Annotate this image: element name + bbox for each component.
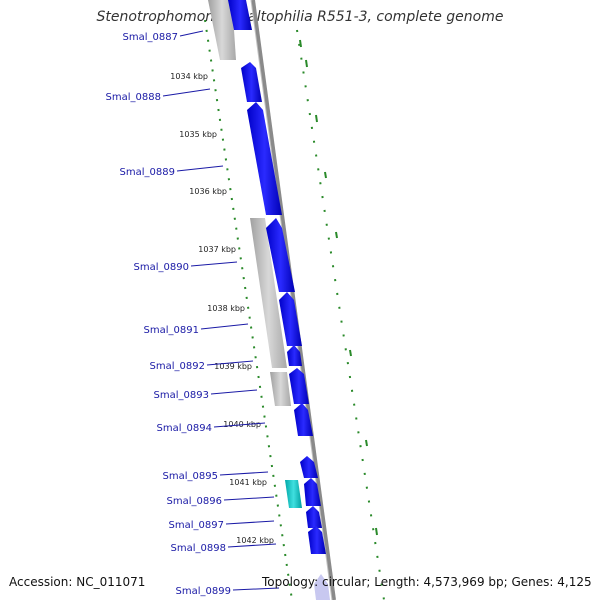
tick-label: 1034 kbp bbox=[170, 72, 208, 81]
gene-leader-line bbox=[179, 30, 204, 37]
topology-text: Topology: circular; Length: 4,573,969 bp… bbox=[262, 575, 592, 589]
gene-leader-line bbox=[223, 496, 275, 501]
gene-leader-line bbox=[213, 422, 266, 428]
gene-leader-line bbox=[225, 520, 275, 525]
tick-label: 1036 kbp bbox=[189, 187, 227, 196]
tick-label: 1039 kbp bbox=[214, 362, 252, 371]
gene-leader-line bbox=[200, 323, 249, 330]
gene-leader-line bbox=[162, 88, 211, 97]
tick-label: 1038 kbp bbox=[207, 304, 245, 313]
tick-label: 1037 kbp bbox=[198, 245, 236, 254]
gene-leader-line bbox=[210, 389, 258, 395]
gene-label[interactable]: Smal_0898 bbox=[171, 543, 226, 554]
gene-label[interactable]: Smal_0890 bbox=[134, 262, 189, 273]
map-title: Stenotrophomonas maltophilia R551-3, com… bbox=[96, 9, 504, 25]
gene-label[interactable]: Smal_0888 bbox=[106, 92, 161, 103]
gene-leader-line bbox=[206, 360, 254, 366]
gene-leader-line bbox=[176, 165, 224, 172]
gene-label[interactable]: Smal_0889 bbox=[120, 167, 175, 178]
gene-leader-line bbox=[219, 471, 269, 476]
gene-label[interactable]: Smal_0893 bbox=[154, 390, 209, 401]
gene-label[interactable]: Smal_0897 bbox=[169, 520, 224, 531]
gray-genes bbox=[208, 0, 291, 406]
gc-dashes bbox=[299, 39, 378, 536]
gene-label[interactable]: Smal_0887 bbox=[123, 32, 178, 43]
gene-label[interactable]: Smal_0894 bbox=[157, 423, 212, 434]
gene-label[interactable]: Smal_0899 bbox=[176, 586, 231, 597]
gene-label[interactable]: Smal_0896 bbox=[167, 496, 222, 507]
gene-leader-line bbox=[190, 261, 238, 267]
gene-leader-line bbox=[227, 543, 277, 548]
tick-label: 1035 kbp bbox=[179, 130, 217, 139]
gene-label[interactable]: Smal_0895 bbox=[163, 471, 218, 482]
cds-teal bbox=[285, 480, 302, 508]
gene-label[interactable]: Smal_0891 bbox=[144, 325, 199, 336]
tick-label: 1042 kbp bbox=[236, 536, 274, 545]
accession-text: Accession: NC_011071 bbox=[9, 575, 146, 589]
gene-leader-line bbox=[232, 587, 280, 591]
tick-label: 1041 kbp bbox=[229, 478, 267, 487]
gene-label[interactable]: Smal_0892 bbox=[150, 361, 205, 372]
cds-arrows bbox=[228, 0, 330, 600]
